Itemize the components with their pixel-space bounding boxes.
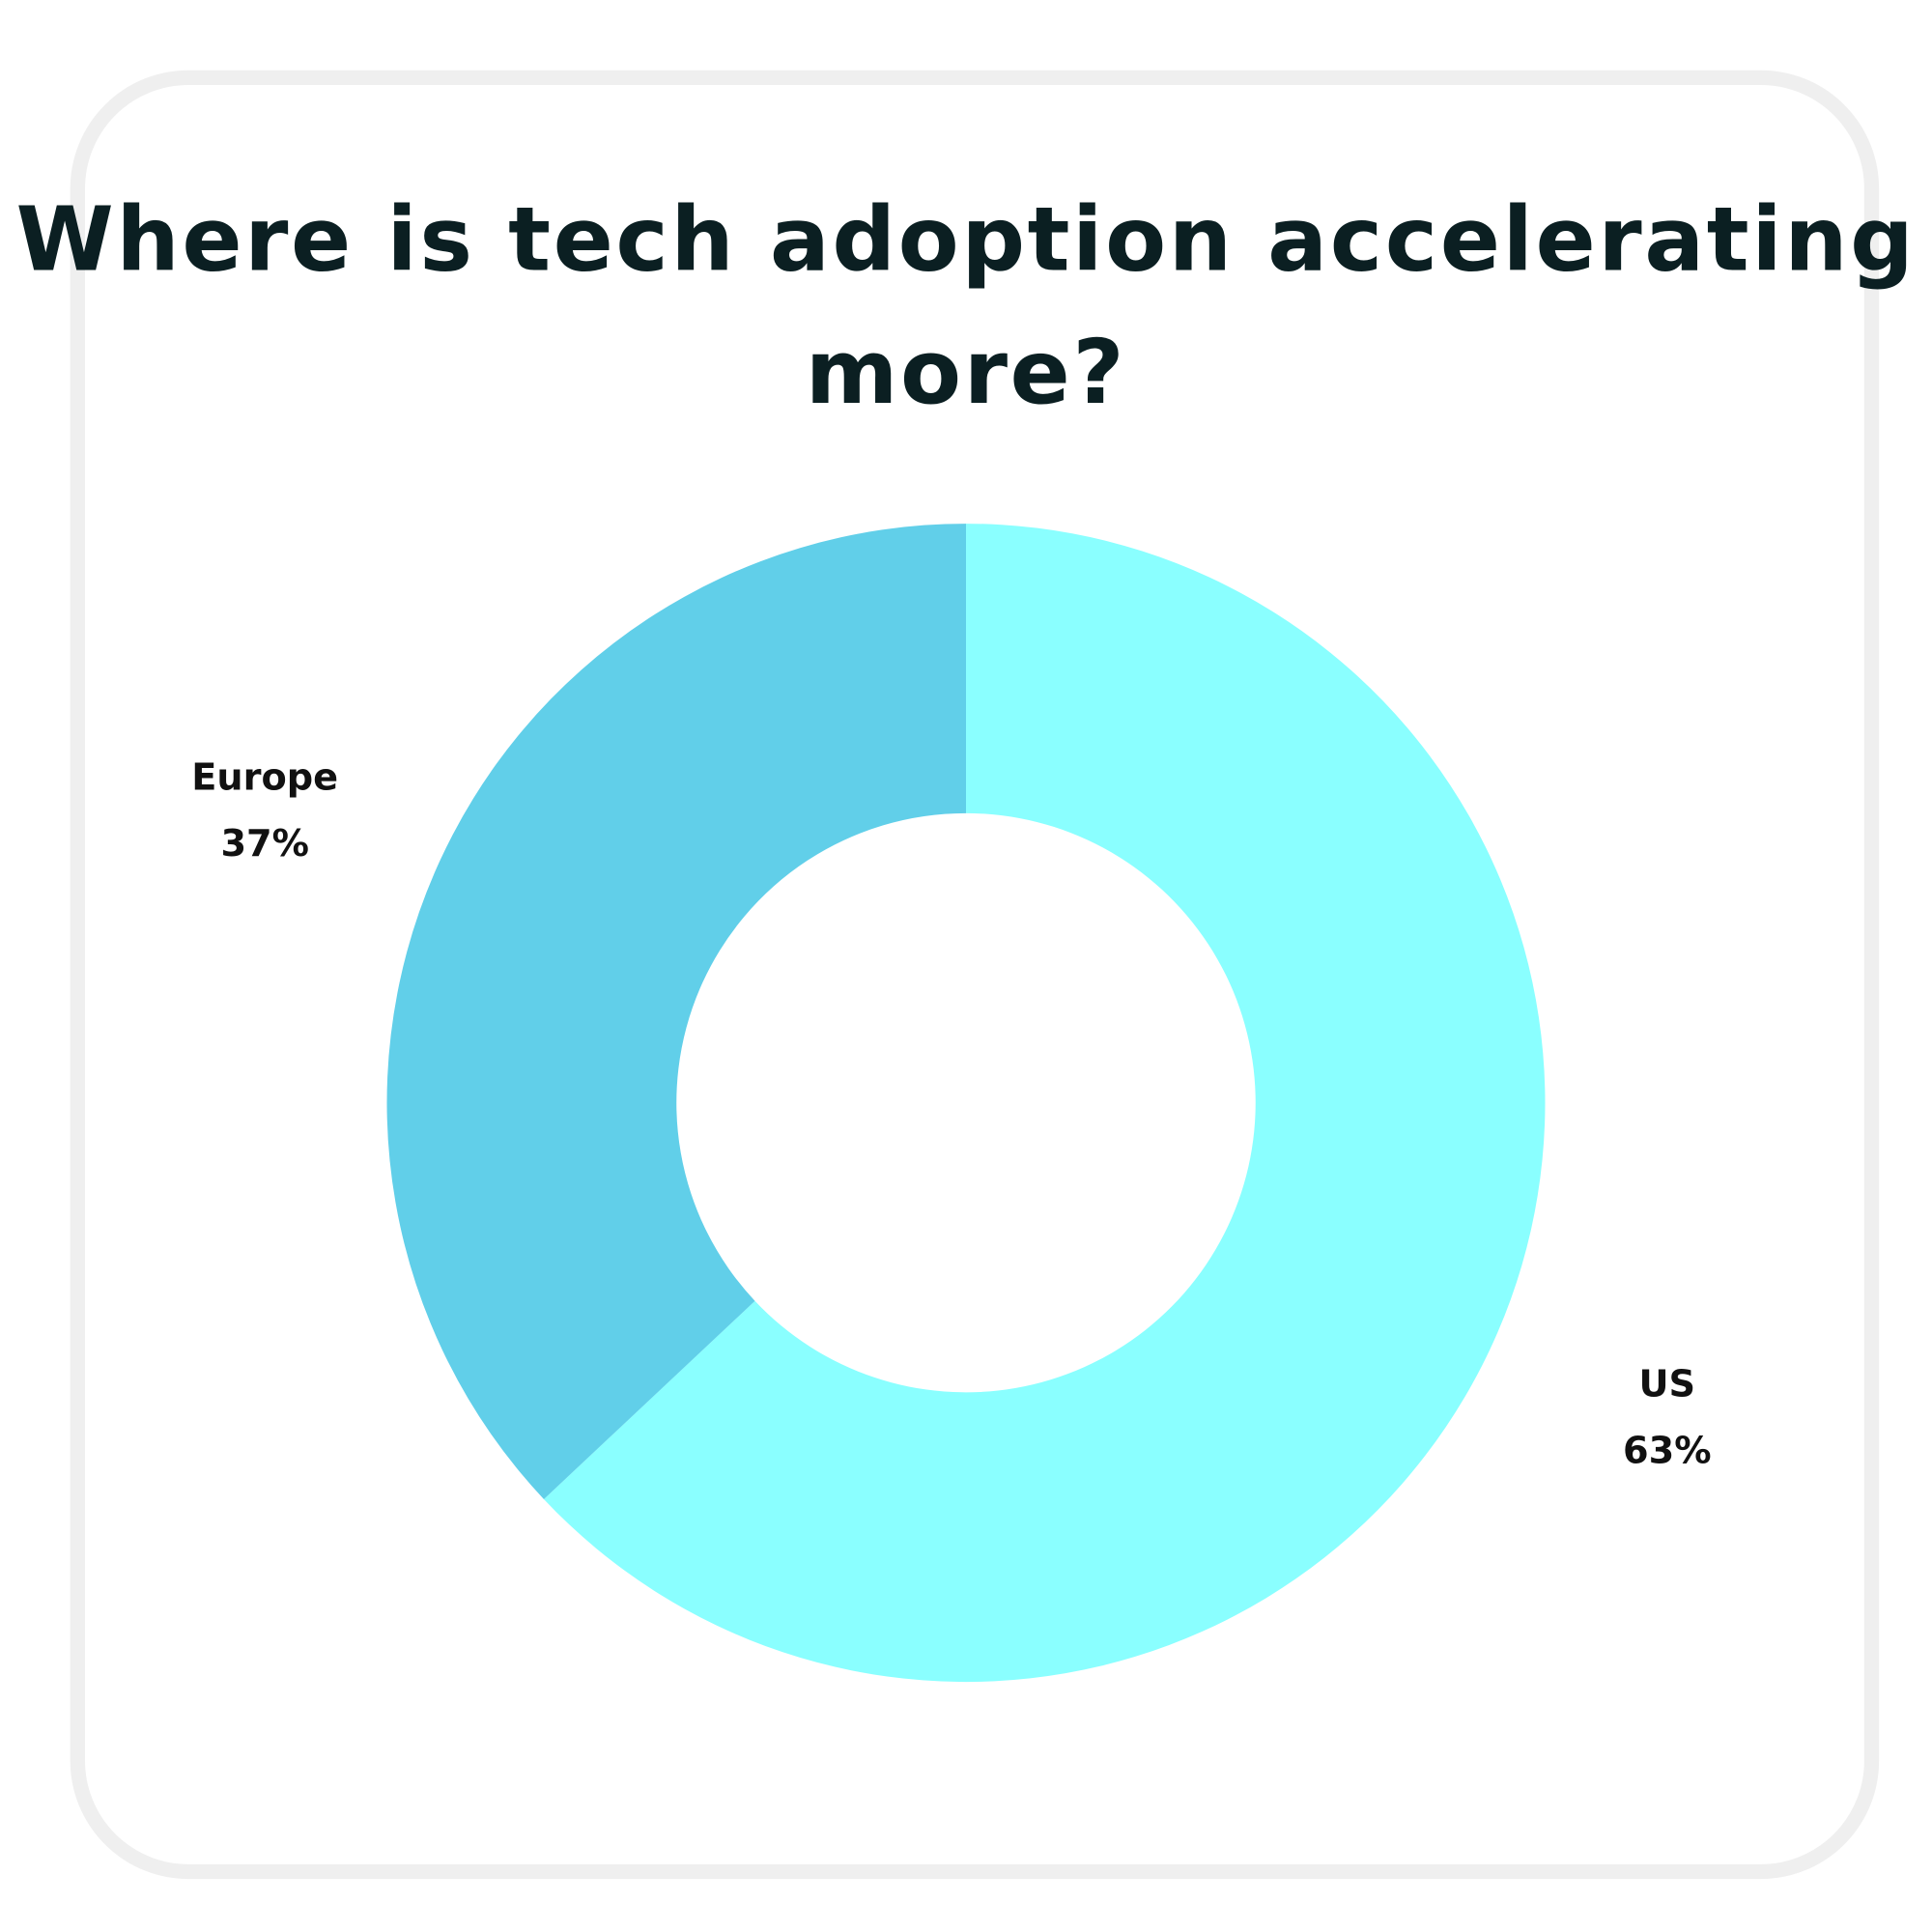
slice-value-us: 63% xyxy=(1623,1429,1712,1472)
slice-value-europe: 37% xyxy=(220,822,309,866)
slice-label-us: US xyxy=(1638,1362,1695,1406)
chart-title: Where is tech adoption accelerating more… xyxy=(15,186,1917,424)
slice-europe xyxy=(386,524,966,1499)
slice-us xyxy=(543,524,1546,1683)
slice-label-europe: Europe xyxy=(191,755,338,799)
